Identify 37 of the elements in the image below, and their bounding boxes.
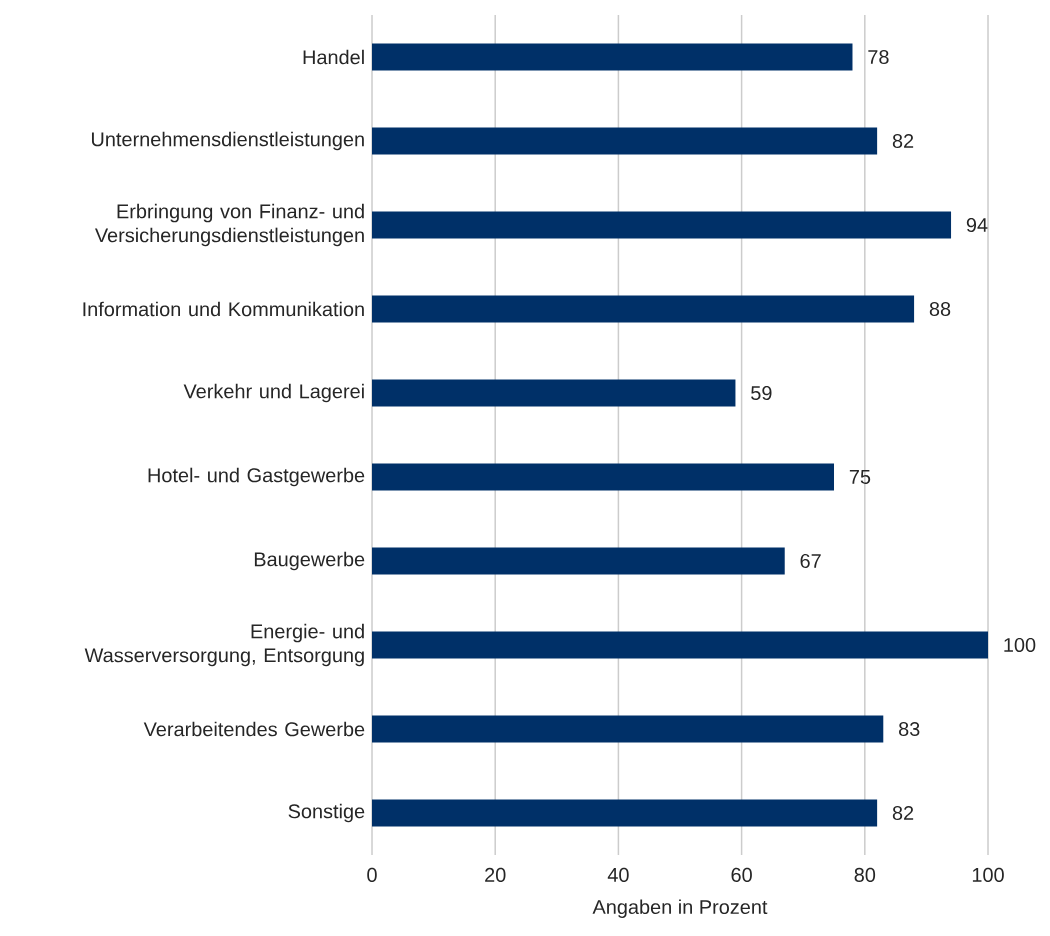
bar (372, 799, 878, 827)
x-tick-label: 40 (607, 867, 629, 882)
bar (372, 379, 736, 407)
data-label: 78 (868, 49, 889, 65)
y-tick-label: Baugewerbe (254, 551, 365, 571)
y-tick-label: Information und Kommunikation (83, 301, 364, 317)
bar (372, 211, 952, 239)
x-tick-label: 60 (731, 867, 752, 882)
data-label: 88 (929, 301, 951, 317)
data-label: 82 (892, 133, 914, 149)
y-tick-label: Unternehmensdienstleistungen (91, 131, 364, 151)
x-tick-label: 0 (367, 867, 377, 882)
bar (372, 295, 915, 323)
y-tick-label: Verarbeitendes Gewerbe (143, 721, 365, 737)
data-label: 82 (892, 805, 914, 821)
bar (372, 43, 853, 71)
data-label: 75 (849, 470, 871, 484)
data-label: 67 (800, 553, 821, 569)
y-tick-label: Erbringung von Finanz- und Versicherungsdienstleistungen (94, 203, 364, 247)
bar (372, 715, 884, 743)
y-tick-label: Hotel- und Gastgewerbe (148, 467, 365, 487)
data-label: 94 (966, 217, 988, 233)
data-label: 59 (751, 385, 772, 401)
x-axis-title: Angaben in Prozent (592, 899, 768, 918)
bar (372, 463, 835, 491)
y-tick-label: Energie- und Wasserversorgung, Entsorgung (84, 623, 364, 667)
data-label: 100 (1004, 637, 1036, 653)
y-tick-label: Sonstige (288, 803, 365, 823)
bar (372, 631, 989, 659)
data-label: 83 (898, 721, 920, 737)
y-tick-label: Handel (303, 49, 364, 65)
bar (372, 127, 878, 155)
bar (372, 547, 785, 575)
x-tick-label: 20 (485, 867, 506, 882)
x-tick-label: 100 (972, 867, 1004, 882)
y-tick-label: Verkehr und Lagerei (183, 383, 364, 403)
x-tick-label: 80 (854, 867, 876, 882)
